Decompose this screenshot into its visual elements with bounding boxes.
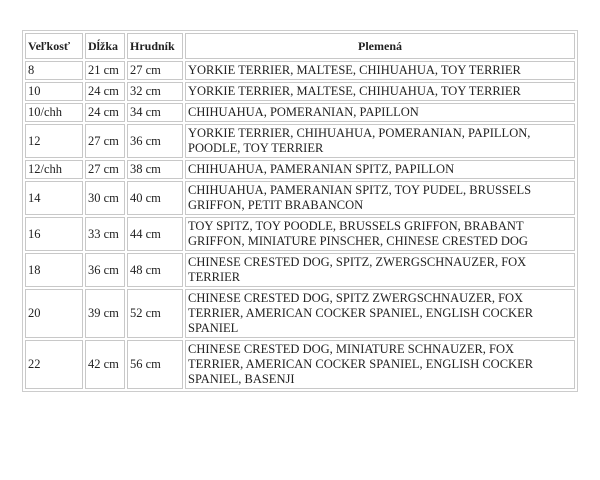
cell-breeds: CHIHUAHUA, PAMERANIAN SPITZ, PAPILLON [185, 160, 575, 179]
cell-size: 12 [25, 124, 83, 158]
cell-breeds: YORKIE TERRIER, MALTESE, CHIHUAHUA, TOY … [185, 82, 575, 101]
cell-length: 24 cm [85, 82, 125, 101]
cell-chest: 36 cm [127, 124, 183, 158]
cell-chest: 52 cm [127, 289, 183, 338]
cell-length: 27 cm [85, 160, 125, 179]
cell-chest: 48 cm [127, 253, 183, 287]
cell-length: 24 cm [85, 103, 125, 122]
cell-chest: 44 cm [127, 217, 183, 251]
table-row: 10/chh 24 cm 34 cm CHIHUAHUA, POMERANIAN, P… [25, 103, 575, 122]
cell-breeds: CHIHUAHUA, PAMERANIAN SPITZ, TOY PUDEL, … [185, 181, 575, 215]
cell-length: 27 cm [85, 124, 125, 158]
cell-breeds: TOY SPITZ, TOY POODLE, BRUSSELS GRIFFON,… [185, 217, 575, 251]
header-breeds: Plemená [185, 33, 575, 59]
cell-chest: 40 cm [127, 181, 183, 215]
cell-length: 30 cm [85, 181, 125, 215]
cell-breeds: CHIHUAHUA, POMERANIAN, PAPILLON [185, 103, 575, 122]
cell-chest: 32 cm [127, 82, 183, 101]
cell-chest: 56 cm [127, 340, 183, 389]
cell-breeds: CHINESE CRESTED DOG, SPITZ ZWERGSCHNAUZE… [185, 289, 575, 338]
table-row: 12/chh 27 cm 38 cm CHIHUAHUA, PAMERANIAN SP… [25, 160, 575, 179]
cell-size: 20 [25, 289, 83, 338]
table-row: 8 21 cm 27 cm YORKIE TERRIER, MALTESE, CHIH… [25, 61, 575, 80]
table-row: 22 42 cm 56 cm CHINESE CRESTED DOG, MINIATU… [25, 340, 575, 389]
cell-breeds: YORKIE TERRIER, MALTESE, CHIHUAHUA, TOY … [185, 61, 575, 80]
table-row: 12 27 cm 36 cm YORKIE TERRIER, CHIHUAHUA, P… [25, 124, 575, 158]
cell-chest: 38 cm [127, 160, 183, 179]
header-chest: Hrudník [127, 33, 183, 59]
cell-length: 42 cm [85, 340, 125, 389]
cell-breeds: CHINESE CRESTED DOG, SPITZ, ZWERGSCHNAUZ… [185, 253, 575, 287]
table-row: 20 39 cm 52 cm CHINESE CRESTED DOG, SPITZ Z… [25, 289, 575, 338]
cell-size: 10/chh [25, 103, 83, 122]
header-length: Dĺžka [85, 33, 125, 59]
cell-length: 36 cm [85, 253, 125, 287]
table-row: 16 33 cm 44 cm TOY SPITZ, TOY POODLE, BRUSS… [25, 217, 575, 251]
cell-size: 16 [25, 217, 83, 251]
cell-length: 39 cm [85, 289, 125, 338]
cell-breeds: CHINESE CRESTED DOG, MINIATURE SCHNAUZER… [185, 340, 575, 389]
cell-length: 21 cm [85, 61, 125, 80]
cell-size: 10 [25, 82, 83, 101]
cell-size: 12/chh [25, 160, 83, 179]
header-size: Veľkosť [25, 33, 83, 59]
size-table: Veľkosť Dĺžka Hrudník Plemená 8 21 cm 27 c… [22, 30, 578, 392]
table-row: 14 30 cm 40 cm CHIHUAHUA, PAMERANIAN SPITZ,… [25, 181, 575, 215]
cell-size: 8 [25, 61, 83, 80]
header-row: Veľkosť Dĺžka Hrudník Plemená [25, 33, 575, 59]
cell-breeds: YORKIE TERRIER, CHIHUAHUA, POMERANIAN, P… [185, 124, 575, 158]
table-row: 18 36 cm 48 cm CHINESE CRESTED DOG, SPITZ, … [25, 253, 575, 287]
cell-size: 14 [25, 181, 83, 215]
cell-chest: 27 cm [127, 61, 183, 80]
cell-length: 33 cm [85, 217, 125, 251]
table-row: 10 24 cm 32 cm YORKIE TERRIER, MALTESE, CHI… [25, 82, 575, 101]
cell-size: 22 [25, 340, 83, 389]
cell-size: 18 [25, 253, 83, 287]
cell-chest: 34 cm [127, 103, 183, 122]
